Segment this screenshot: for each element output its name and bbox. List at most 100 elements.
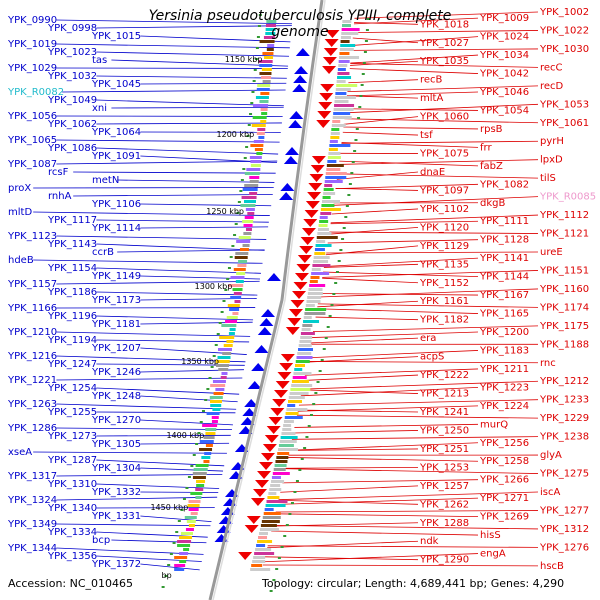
feature-block — [238, 260, 248, 263]
feature-block — [285, 412, 299, 415]
feature-block — [317, 232, 332, 235]
tick-dot — [359, 95, 363, 97]
left-connector — [140, 82, 287, 85]
forward-strand-arrow — [280, 354, 295, 362]
left-gene-label: rnhA — [48, 191, 72, 202]
right-connector — [267, 545, 539, 548]
forward-strand-arrow — [246, 516, 261, 524]
kbp-tick-label: 1350 kbp — [181, 357, 219, 366]
feature-block — [305, 304, 315, 307]
left-connector — [56, 355, 246, 363]
right-connector — [341, 140, 539, 144]
forward-strand-arrow — [279, 363, 294, 371]
feature-block — [240, 204, 256, 207]
tick-dot — [355, 128, 359, 130]
forward-strand-arrow — [294, 273, 309, 281]
feature-block — [195, 488, 204, 491]
tick-dot — [361, 73, 365, 75]
left-gene-label: YPK_1254 — [47, 383, 97, 394]
feature-block — [265, 32, 276, 35]
left-connector — [56, 377, 243, 381]
left-connector — [56, 115, 283, 117]
right-connector — [329, 231, 539, 234]
left-connector — [56, 403, 237, 410]
feature-block — [221, 372, 228, 375]
right-gene-label: murQ — [480, 419, 508, 430]
right-connector — [350, 63, 539, 68]
right-gene-label: lpxD — [540, 155, 563, 166]
feature-block — [228, 332, 235, 335]
right-gene-label: ndk — [420, 536, 439, 547]
left-connector — [56, 280, 260, 285]
left-gene-label: YPK_0990 — [7, 15, 57, 26]
left-gene-label: YPK_1049 — [47, 95, 97, 106]
tick-dot — [201, 410, 205, 412]
right-connector — [345, 108, 479, 111]
right-connector — [326, 251, 539, 254]
left-connector — [33, 211, 270, 216]
tick-dot — [303, 447, 307, 449]
feature-block — [291, 384, 313, 387]
left-connector — [96, 434, 231, 437]
tick-dot — [326, 326, 330, 328]
left-gene-label: YPK_1117 — [47, 215, 97, 226]
feature-block — [295, 360, 310, 363]
tick-dot — [254, 58, 258, 60]
right-gene-label: YPK_1082 — [479, 179, 529, 190]
left-connector — [111, 539, 207, 544]
feature-block — [266, 20, 277, 23]
left-connector — [96, 99, 284, 107]
right-gene-label: YPK_1009 — [479, 13, 529, 24]
feature-block — [337, 72, 350, 75]
right-gene-label: ureE — [540, 247, 563, 258]
right-gene-label: YPK_1183 — [479, 345, 529, 356]
right-gene-label: YPK_R0085 — [539, 192, 596, 203]
feature-block — [260, 120, 267, 123]
right-gene-label: YPK_1035 — [419, 56, 469, 67]
feature-block — [256, 152, 263, 155]
forward-strand-arrow — [307, 192, 322, 200]
tick-dot — [354, 139, 358, 141]
feature-block — [196, 480, 206, 483]
feature-block — [244, 200, 256, 203]
feature-block — [190, 492, 203, 495]
feature-block — [324, 180, 343, 183]
feature-block — [338, 60, 350, 63]
accession-text: Accession: NC_010465 — [8, 577, 134, 590]
right-connector — [336, 171, 419, 180]
feature-block — [269, 488, 282, 491]
reverse-strand-arrow — [283, 156, 298, 164]
left-gene-label: YPK_1154 — [47, 263, 97, 274]
feature-block — [277, 452, 290, 455]
right-connector — [348, 79, 419, 84]
right-connector — [264, 556, 419, 561]
feature-block — [253, 104, 269, 107]
feature-block — [254, 552, 275, 555]
left-gene-label: rcsF — [48, 167, 69, 178]
tick-dot — [167, 564, 171, 566]
feature-block — [245, 228, 252, 231]
right-connector — [333, 196, 539, 206]
tick-dot — [335, 271, 339, 273]
feature-block — [311, 272, 330, 275]
tick-dot — [177, 520, 181, 522]
right-connector — [277, 497, 479, 505]
genome-summary-text: Topology: circular; Length: 4,689,441 bp… — [262, 577, 565, 590]
tick-dot — [252, 80, 256, 82]
tick-dot — [307, 425, 311, 427]
feature-block — [244, 216, 254, 219]
feature-block — [229, 328, 236, 331]
right-gene-label: YPK_1111 — [479, 216, 529, 227]
right-gene-label: pyrH — [540, 136, 564, 147]
feature-block — [338, 64, 348, 67]
feature-block — [302, 324, 313, 327]
reverse-strand-arrow — [251, 363, 266, 371]
tick-dot — [312, 403, 316, 405]
right-connector — [285, 468, 539, 474]
feature-block — [319, 216, 328, 219]
tick-dot — [180, 509, 184, 511]
left-gene-label: YPK_1015 — [91, 31, 141, 42]
tick-dot — [316, 381, 320, 383]
tick-dot — [344, 216, 348, 218]
left-gene-label: YPK_1032 — [47, 71, 97, 82]
